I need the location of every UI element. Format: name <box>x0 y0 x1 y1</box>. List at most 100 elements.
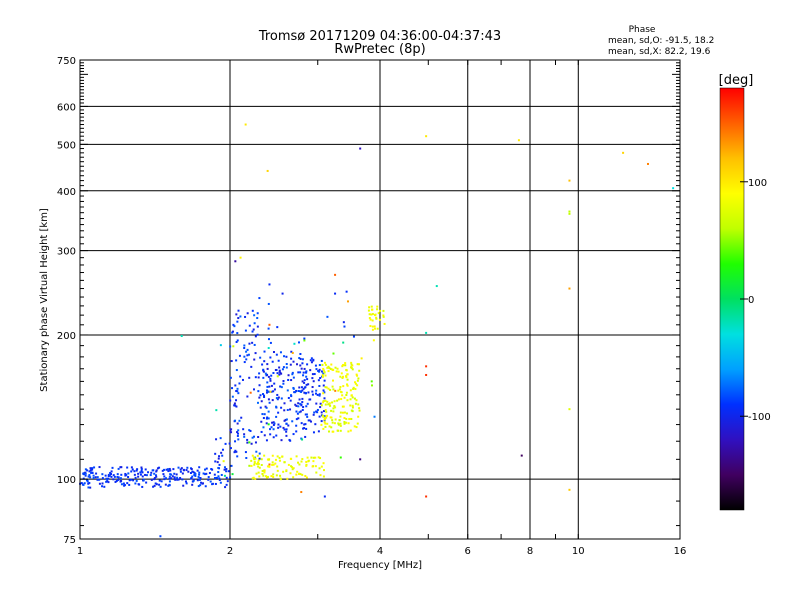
scatter-point <box>289 408 292 411</box>
scatter-point <box>274 368 277 371</box>
scatter-point <box>345 375 348 378</box>
scatter-point <box>305 375 308 378</box>
colorbar-tick-label: -100 <box>748 412 771 423</box>
scatter-point <box>286 477 289 480</box>
scatter-point <box>174 478 177 481</box>
scatter-point <box>272 351 275 354</box>
scatter-point <box>358 409 361 412</box>
scatter-point <box>249 429 252 432</box>
scatter-point <box>322 367 325 370</box>
scatter-point <box>234 419 237 422</box>
scatter-point <box>158 466 161 469</box>
scatter-point <box>279 425 282 428</box>
scatter-point <box>303 339 306 342</box>
scatter-point <box>170 473 173 476</box>
scatter-point <box>339 429 342 432</box>
scatter-point <box>268 401 271 404</box>
scatter-point <box>297 371 300 374</box>
scatter-point <box>110 470 113 473</box>
scatter-point <box>301 380 304 383</box>
scatter-point <box>280 397 283 400</box>
scatter-point <box>376 308 379 311</box>
scatter-point <box>285 418 288 421</box>
scatter-point <box>283 409 286 412</box>
scatter-point <box>270 374 273 377</box>
scatter-point <box>233 404 236 407</box>
scatter-point <box>272 436 275 439</box>
scatter-point <box>279 478 282 481</box>
scatter-point <box>319 406 322 409</box>
scatter-point <box>253 463 256 466</box>
scatter-point <box>307 391 310 394</box>
scatter-point <box>132 479 135 482</box>
scatter-point <box>313 411 316 414</box>
scatter-point <box>300 390 303 393</box>
scatter-point <box>103 485 106 488</box>
scatter-point <box>359 458 362 461</box>
scatter-point <box>339 375 342 378</box>
scatter-point <box>301 358 304 361</box>
scatter-point <box>263 395 266 398</box>
scatter-point <box>346 383 349 386</box>
colorbar-tick-label: 0 <box>748 295 754 306</box>
scatter-point <box>356 379 359 382</box>
scatter-point <box>266 169 269 172</box>
scatter-point <box>323 410 326 413</box>
scatter-point <box>291 373 294 376</box>
scatter-point <box>161 469 164 472</box>
scatter-point <box>88 474 91 477</box>
scatter-point <box>341 411 344 414</box>
scatter-point <box>354 381 357 384</box>
scatter-point <box>368 306 371 309</box>
scatter-point <box>257 471 260 474</box>
scatter-point <box>312 431 315 434</box>
scatter-point <box>271 463 274 466</box>
scatter-point <box>236 431 239 434</box>
scatter-point <box>234 384 237 387</box>
scatter-point <box>304 371 307 374</box>
scatter-point <box>332 388 335 391</box>
scatter-point <box>263 350 266 353</box>
scatter-point <box>253 458 256 461</box>
scatter-point <box>310 420 313 423</box>
scatter-point <box>355 373 358 376</box>
scatter-point <box>325 410 328 413</box>
scatter-point <box>297 417 300 420</box>
scatter-point <box>233 402 236 405</box>
scatter-point <box>259 406 262 409</box>
scatter-point <box>253 314 256 317</box>
scatter-point <box>291 466 294 469</box>
scatter-point <box>345 417 348 420</box>
scatter-point <box>435 285 438 288</box>
scatter-point <box>254 477 257 480</box>
scatter-point <box>277 411 280 414</box>
scatter-point <box>334 406 337 409</box>
scatter-point <box>263 454 266 457</box>
scatter-point <box>229 429 232 432</box>
scatter-point <box>267 390 270 393</box>
scatter-point <box>332 352 335 355</box>
scatter-point <box>347 430 350 433</box>
scatter-point <box>225 470 228 473</box>
scatter-point <box>374 327 377 330</box>
scatter-point <box>230 431 233 434</box>
scatter-point <box>235 450 238 453</box>
scatter-point <box>303 381 306 384</box>
scatter-point <box>324 374 327 377</box>
scatter-point <box>278 366 281 369</box>
scatter-point <box>254 335 257 338</box>
y-tick-label: 100 <box>57 475 76 486</box>
scatter-point <box>256 317 259 320</box>
scatter-point <box>190 468 193 471</box>
scatter-point <box>267 302 270 305</box>
scatter-point <box>370 380 373 383</box>
scatter-point <box>253 343 256 346</box>
scatter-point <box>568 210 571 213</box>
scatter-point <box>315 471 318 474</box>
scatter-point <box>287 463 290 466</box>
scatter-point <box>136 468 139 471</box>
scatter-point <box>568 287 571 290</box>
scatter-point <box>276 375 279 378</box>
scatter-point <box>324 417 327 420</box>
